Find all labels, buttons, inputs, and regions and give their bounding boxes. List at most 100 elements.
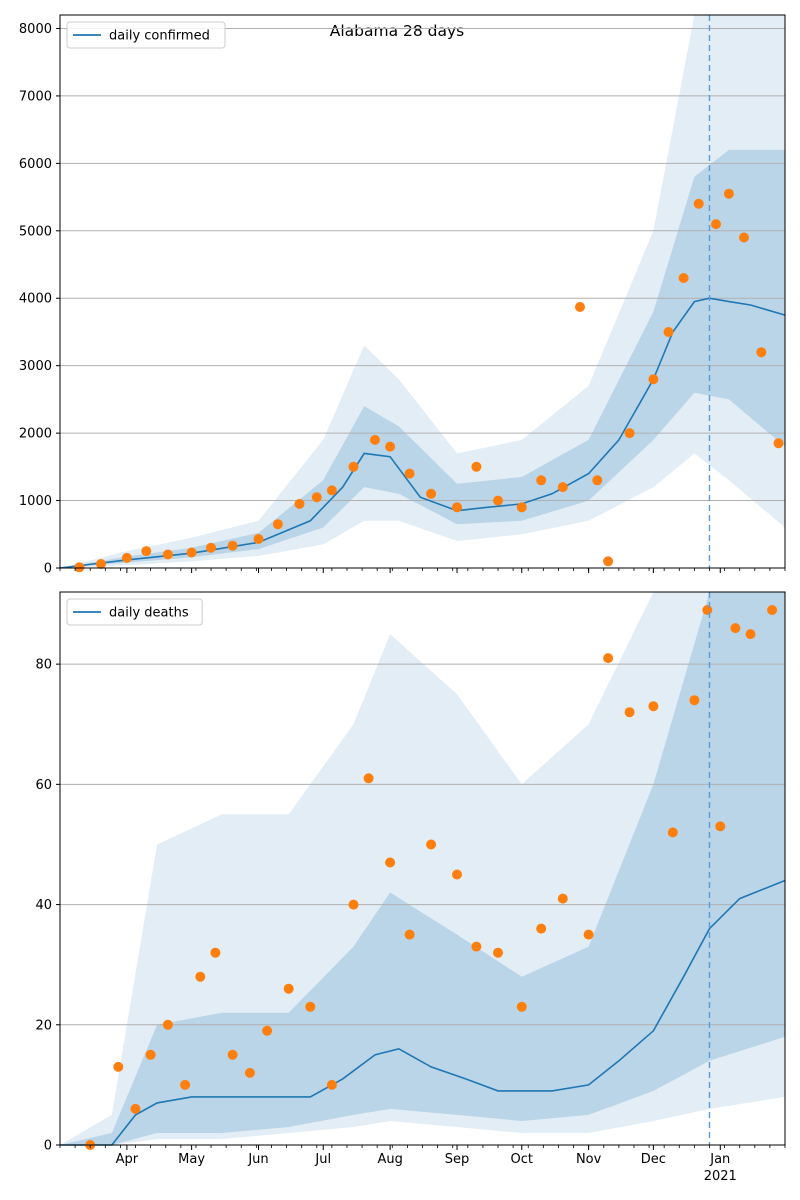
chart-title: Alabama 28 days	[330, 22, 465, 40]
data-point	[648, 701, 659, 712]
y-tick-label: 0	[44, 562, 52, 577]
data-point	[756, 347, 767, 358]
data-point	[592, 475, 603, 486]
data-point	[145, 1049, 156, 1060]
data-point	[121, 552, 132, 563]
series-line	[59, 297, 786, 569]
legend-label: daily confirmed	[109, 29, 210, 44]
data-point	[648, 374, 659, 385]
data-point	[244, 1067, 255, 1078]
x-tick-label: Jun	[247, 1152, 268, 1167]
data-point	[195, 971, 206, 982]
data-point	[404, 929, 415, 940]
y-tick-label: 40	[35, 898, 52, 913]
x-tick-label: Oct	[511, 1152, 533, 1167]
x-axis-ticks	[59, 568, 786, 573]
data-point	[113, 1061, 124, 1072]
observed-points	[85, 605, 778, 1150]
data-point	[74, 562, 85, 573]
data-point	[385, 857, 396, 868]
data-point	[773, 438, 784, 449]
data-point	[575, 302, 585, 312]
data-point	[272, 519, 283, 530]
y-axis-ticks: 0 1000 2000 3000 4000 5000 6000 7000 8000	[19, 22, 60, 577]
data-point	[370, 434, 380, 445]
confirmed-chart-panel: Alabama 28 days 0 1000 2000 3000 4000 5000 600…	[19, 14, 786, 577]
x-tick-label: Nov	[576, 1152, 602, 1167]
legend-box	[66, 598, 203, 626]
data-point	[426, 839, 437, 850]
data-point	[141, 546, 152, 557]
data-point	[262, 1025, 273, 1036]
data-point	[426, 488, 437, 499]
data-point	[363, 773, 374, 784]
trend-line	[59, 297, 786, 569]
y-tick-label: 2000	[19, 427, 52, 442]
band-outer	[60, 15, 785, 568]
data-point	[283, 983, 294, 994]
legend-label: daily deaths	[109, 606, 189, 621]
grid-lines	[60, 27, 785, 502]
data-point	[702, 605, 713, 615]
y-tick-label: 3000	[19, 359, 52, 374]
data-point	[96, 559, 106, 569]
observed-points	[74, 188, 784, 573]
data-point	[536, 475, 547, 486]
data-point	[624, 707, 635, 718]
data-point	[493, 947, 503, 958]
plot-frame	[59, 14, 786, 569]
data-point	[739, 232, 749, 243]
data-point	[663, 327, 674, 337]
data-point	[624, 428, 635, 439]
data-point	[678, 273, 689, 283]
data-point	[536, 923, 547, 934]
y-tick-label: 4000	[19, 292, 52, 307]
data-point	[311, 492, 322, 503]
y-tick-label: 7000	[19, 89, 52, 104]
x-tick-label: Jul	[314, 1152, 331, 1167]
y-tick-label: 60	[35, 778, 52, 793]
data-point	[326, 1079, 337, 1090]
x-tick-label: Sep	[445, 1152, 470, 1167]
data-point	[557, 893, 568, 904]
data-point	[305, 1001, 316, 1012]
y-tick-label: 5000	[19, 224, 52, 239]
data-point	[162, 1019, 173, 1030]
x-tick-label: Dec	[641, 1152, 666, 1167]
data-point	[180, 1079, 191, 1090]
data-point	[603, 653, 614, 664]
data-point	[186, 547, 197, 558]
data-point	[206, 542, 216, 553]
data-point	[253, 534, 264, 544]
data-point	[767, 605, 778, 615]
data-point	[227, 1049, 238, 1060]
x-tick-year-label: 2021	[704, 1169, 737, 1184]
band-inner	[60, 149, 785, 568]
data-point	[715, 821, 726, 832]
grid-lines	[60, 663, 785, 1026]
data-point	[557, 482, 568, 493]
data-point	[452, 869, 462, 880]
data-point	[227, 540, 238, 551]
trend-line	[60, 879, 786, 1146]
data-point	[711, 219, 721, 230]
data-point	[348, 461, 359, 472]
series-line	[60, 879, 786, 1146]
confidence-bands	[60, 15, 785, 568]
data-point	[693, 198, 704, 209]
data-point	[385, 441, 396, 452]
data-point	[210, 947, 221, 958]
data-point	[404, 468, 415, 479]
data-point	[689, 695, 700, 706]
data-point	[452, 502, 462, 513]
legend-box	[66, 21, 226, 49]
x-axis-ticks: Apr May Jun Jul Aug Sep Oct Nov Dec Jan 2021	[59, 1145, 786, 1184]
data-point	[745, 629, 756, 640]
data-point	[471, 941, 482, 952]
data-point	[723, 188, 734, 199]
confidence-bands	[60, 592, 785, 1145]
y-tick-label: 0	[44, 1139, 52, 1154]
data-point	[348, 899, 359, 910]
data-point	[583, 929, 594, 940]
